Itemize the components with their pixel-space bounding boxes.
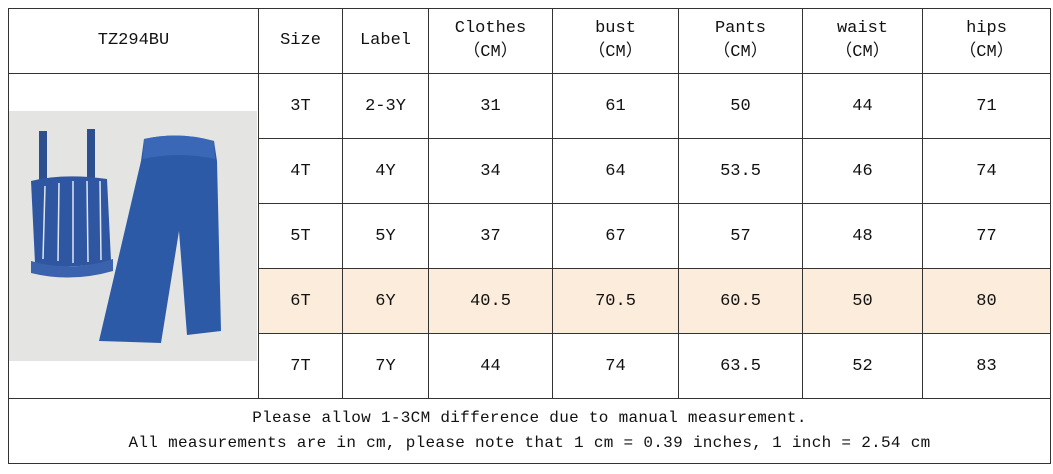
table-cell: 34 [428,138,553,204]
column-header: bust （CM） [552,8,679,74]
table-cell: 50 [678,73,803,139]
table-cell: 70.5 [552,268,679,334]
table-cell: 40.5 [428,268,553,334]
table-cell: 3T [258,73,343,139]
table-cell: 6Y [342,268,429,334]
column-name: Size [280,31,321,50]
table-cell: 83 [922,333,1051,399]
column-header: hips （CM） [922,8,1051,74]
table-cell: 37 [428,203,553,269]
table-cell: 61 [552,73,679,139]
column-name: Clothes [454,19,527,38]
column-name: hips [966,19,1007,38]
note-line: All measurements are in cm, please note … [128,434,931,452]
table-cell: 46 [802,138,923,204]
product-photo [9,111,257,361]
table-cell: 77 [922,203,1051,269]
table-cell: 64 [552,138,679,204]
table-cell: 80 [922,268,1051,334]
table-body: TZ294BU Size Label Clothes （CM） bust （CM） Pant… [8,8,1051,464]
column-header: Clothes （CM） [428,8,553,74]
table-cell: 5T [258,203,343,269]
table-cell: 57 [678,203,803,269]
table-cell: 44 [428,333,553,399]
column-unit: （CM） [835,43,890,62]
column-unit: （CM） [463,43,518,62]
photo-cell [8,73,259,399]
column-name: bust [595,19,636,38]
table-cell: 4T [258,138,343,204]
table-cell: 53.5 [678,138,803,204]
table-cell: 2-3Y [342,73,429,139]
product-code: TZ294BU [8,8,259,74]
table-cell: 5Y [342,203,429,269]
table-cell: 6T [258,268,343,334]
column-header: Pants （CM） [678,8,803,74]
table-cell: 52 [802,333,923,399]
table-cell: 48 [802,203,923,269]
column-header: Size [258,8,343,74]
table-cell: 7Y [342,333,429,399]
table-cell: 63.5 [678,333,803,399]
table-cell: 50 [802,268,923,334]
header-row: TZ294BU Size Label Clothes （CM） bust （CM） Pant… [8,8,1051,74]
notes-row: Please allow 1-3CM difference due to man… [8,398,1051,464]
table-cell: 4Y [342,138,429,204]
column-unit: （CM） [713,43,768,62]
table-cell: 74 [922,138,1051,204]
column-name: waist [836,19,888,38]
table-cell: 31 [428,73,553,139]
table-cell: 7T [258,333,343,399]
table-row: 5T 5Y 37 67 57 48 77 [9,203,1051,269]
column-header: Label [342,8,429,74]
note-line: Please allow 1-3CM difference due to man… [252,409,807,427]
table-row: 7T 7Y 44 74 63.5 52 83 [9,333,1051,399]
table-row: 3T 2-3Y 31 61 50 44 71 [8,73,1051,399]
table-cell: 71 [922,73,1051,139]
notes-cell: Please allow 1-3CM difference due to man… [8,398,1051,464]
column-unit: （CM） [959,43,1014,62]
column-header: waist （CM） [802,8,923,74]
column-name: Label [359,31,411,50]
size-table: TZ294BU Size Label Clothes （CM） bust （CM） Pant… [8,8,1051,464]
column-unit: （CM） [588,43,643,62]
table-cell: 44 [802,73,923,139]
table-cell: 67 [552,203,679,269]
table-cell: 74 [552,333,679,399]
table-row: 4T 4Y 34 64 53.5 46 74 [9,138,1051,204]
size-chart: TZ294BU Size Label Clothes （CM） bust （CM） Pant… [8,8,1051,464]
column-name: Pants [714,19,766,38]
table-cell: 60.5 [678,268,803,334]
